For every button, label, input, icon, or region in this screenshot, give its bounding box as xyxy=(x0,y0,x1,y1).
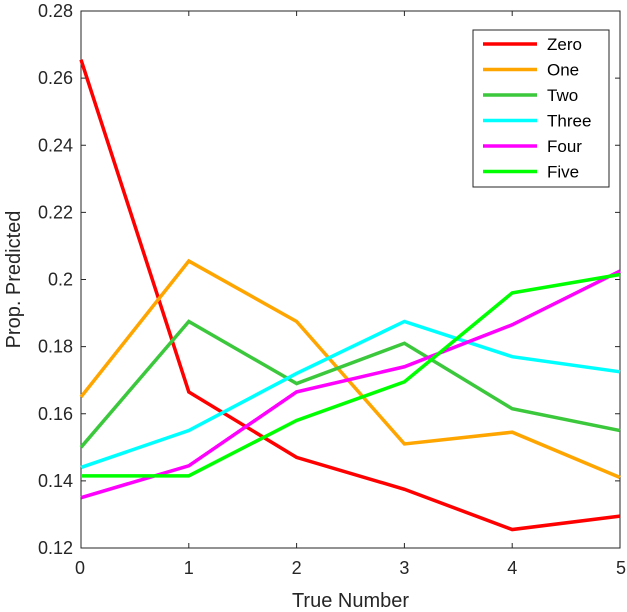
x-tick-label: 5 xyxy=(616,558,626,578)
y-tick-label: 0.28 xyxy=(38,1,73,21)
series-line-four xyxy=(80,269,621,500)
legend-label-zero: Zero xyxy=(547,35,582,54)
series-line-two xyxy=(79,319,621,449)
legend-label-two: Two xyxy=(547,86,578,105)
x-axis-label: True Number xyxy=(292,590,409,612)
series-line-five xyxy=(81,272,621,478)
legend: Zero One Two Three Four Five xyxy=(472,29,610,188)
y-tick-label: 0.26 xyxy=(38,68,73,88)
y-tick-label: 0.14 xyxy=(38,471,73,491)
y-tick-label: 0.18 xyxy=(38,337,73,357)
series-line-one xyxy=(79,258,621,480)
legend-label-one: One xyxy=(547,61,579,80)
y-tick-label: 0.24 xyxy=(38,135,73,155)
legend-label-four: Four xyxy=(547,137,582,156)
y-tick-label: 0.22 xyxy=(38,202,73,222)
x-tick-label: 1 xyxy=(184,558,194,578)
y-tick-label: 0.2 xyxy=(48,270,73,290)
legend-box xyxy=(472,29,610,188)
legend-label-three: Three xyxy=(547,112,591,131)
legend-label-five: Five xyxy=(547,163,579,182)
series-lines xyxy=(79,59,621,532)
x-tick-label: 4 xyxy=(507,558,517,578)
x-tick-label: 3 xyxy=(399,558,409,578)
y-tick-label: 0.16 xyxy=(38,404,73,424)
x-tick-label: 2 xyxy=(292,558,302,578)
x-axis-ticks: 0 1 2 3 4 5 xyxy=(75,11,626,578)
y-axis-label: Prop. Predicted xyxy=(3,211,25,349)
series-line-three xyxy=(80,319,621,470)
x-tick-label: 0 xyxy=(75,558,85,578)
y-tick-label: 0.12 xyxy=(38,538,73,558)
y-axis-ticks: 0.12 0.14 0.16 0.18 0.2 0.22 0.24 0.26 0.28 xyxy=(38,1,620,558)
series-line-zero xyxy=(79,59,621,532)
